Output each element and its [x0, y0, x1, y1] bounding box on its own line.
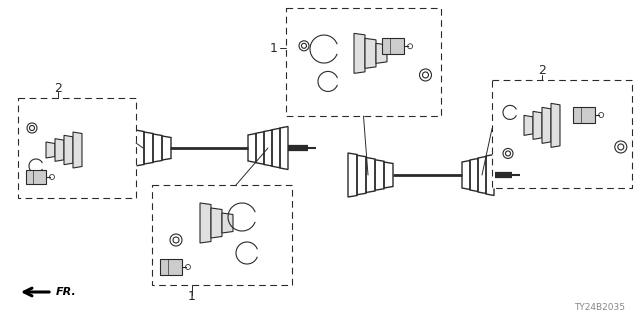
Bar — [382, 38, 404, 54]
Text: 1: 1 — [188, 291, 196, 303]
Polygon shape — [354, 33, 365, 73]
Polygon shape — [55, 139, 64, 161]
Polygon shape — [73, 132, 82, 168]
Polygon shape — [376, 43, 387, 63]
Polygon shape — [551, 103, 560, 147]
Bar — [160, 259, 182, 275]
Bar — [286, 8, 441, 116]
Polygon shape — [200, 203, 211, 243]
Text: 2: 2 — [54, 82, 62, 94]
Polygon shape — [64, 135, 73, 165]
Bar — [492, 80, 632, 188]
Polygon shape — [542, 108, 551, 143]
Polygon shape — [222, 213, 233, 233]
Bar — [152, 185, 292, 285]
Bar — [18, 98, 136, 198]
Polygon shape — [533, 111, 542, 140]
Polygon shape — [524, 116, 533, 135]
Polygon shape — [46, 142, 55, 158]
Bar — [26, 170, 46, 184]
Text: FR.: FR. — [56, 287, 77, 297]
Polygon shape — [211, 208, 222, 238]
Text: 2: 2 — [538, 63, 546, 76]
Text: 1: 1 — [270, 42, 278, 54]
Polygon shape — [365, 38, 376, 68]
Text: TY24B2035: TY24B2035 — [574, 303, 625, 312]
Bar — [573, 107, 595, 123]
